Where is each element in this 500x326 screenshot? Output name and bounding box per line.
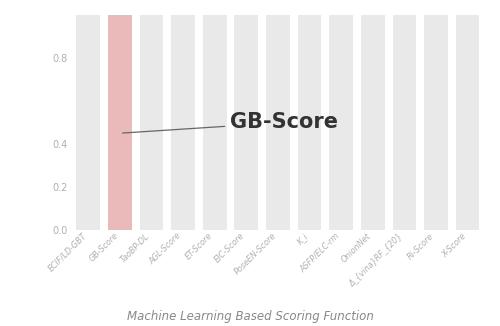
Bar — [266, 15, 290, 230]
Bar — [424, 15, 448, 230]
Bar — [330, 15, 353, 230]
Bar — [361, 15, 384, 230]
Bar — [392, 15, 416, 230]
Bar — [234, 15, 258, 230]
Bar — [456, 15, 479, 230]
Bar — [108, 15, 132, 230]
Bar — [203, 15, 226, 230]
Bar — [76, 15, 100, 230]
Bar — [140, 15, 164, 230]
Text: GB-Score: GB-Score — [122, 112, 338, 133]
Bar — [171, 15, 195, 230]
Bar — [298, 15, 322, 230]
Text: Machine Learning Based Scoring Function: Machine Learning Based Scoring Function — [126, 310, 374, 323]
